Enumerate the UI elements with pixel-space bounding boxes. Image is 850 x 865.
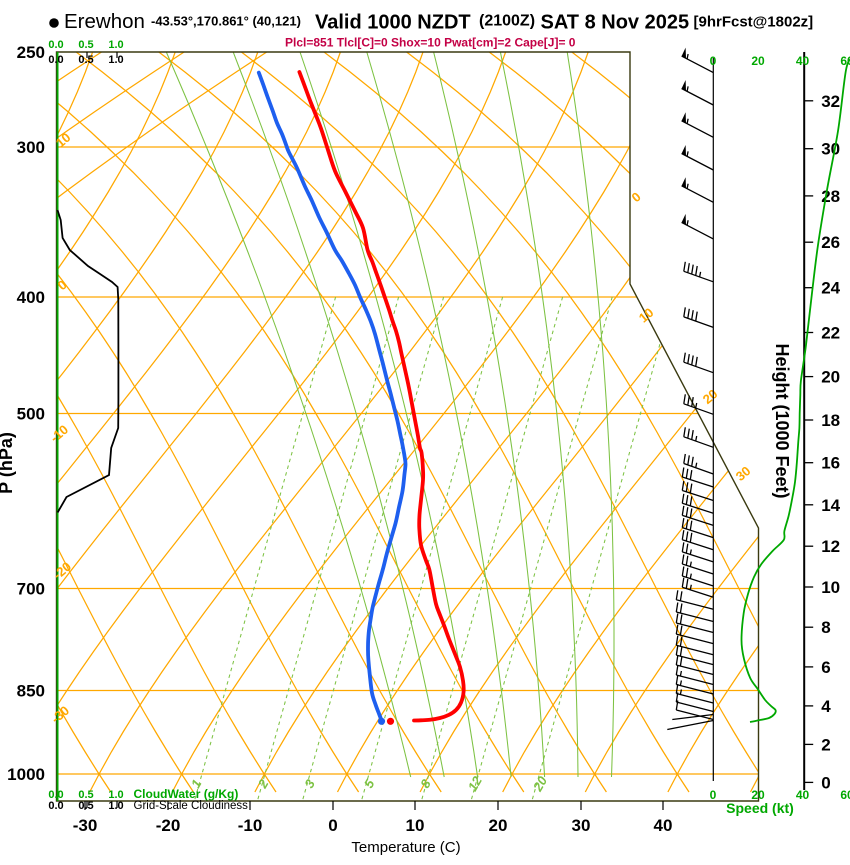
svg-text:Plcl=851 Tlcl[C]=0 Shox=10 Pwa: Plcl=851 Tlcl[C]=0 Shox=10 Pwat[cm]=2 Ca…	[285, 36, 576, 50]
svg-text:18: 18	[821, 411, 840, 430]
svg-text:0.5: 0.5	[78, 789, 93, 801]
svg-text:32: 32	[821, 92, 840, 111]
svg-text:500: 500	[17, 405, 45, 424]
svg-text:Erewhon: Erewhon	[64, 10, 145, 33]
svg-text:400: 400	[17, 288, 45, 307]
svg-text:[9hrFcst@1802z]: [9hrFcst@1802z]	[694, 14, 814, 31]
svg-text:0: 0	[328, 816, 337, 835]
svg-text:1.0: 1.0	[108, 39, 123, 51]
svg-text:300: 300	[17, 138, 45, 157]
svg-text:16: 16	[821, 454, 840, 473]
svg-text:-30: -30	[73, 816, 98, 835]
svg-text:0.5: 0.5	[78, 54, 93, 66]
svg-text:0.0: 0.0	[48, 800, 63, 812]
svg-text:10: 10	[821, 578, 840, 597]
svg-text:14: 14	[821, 496, 840, 515]
svg-text:Grid-Scale Cloudiness: Grid-Scale Cloudiness	[134, 800, 249, 812]
svg-text:40: 40	[654, 816, 673, 835]
svg-text:P (hPa): P (hPa)	[0, 432, 16, 494]
svg-text:0: 0	[710, 788, 717, 802]
svg-text:20: 20	[751, 54, 765, 68]
svg-text:-43.53°,170.861° (40,121): -43.53°,170.861° (40,121)	[151, 14, 301, 29]
svg-text:CloudWater (g/Kg): CloudWater (g/Kg)	[134, 787, 239, 801]
svg-text:0.5: 0.5	[78, 800, 93, 812]
svg-text:30: 30	[821, 140, 840, 159]
svg-text:8: 8	[821, 618, 830, 637]
svg-text:0.0: 0.0	[48, 39, 63, 51]
svg-text:-20: -20	[156, 816, 181, 835]
svg-text:12: 12	[821, 537, 840, 556]
svg-text:1.0: 1.0	[108, 789, 123, 801]
svg-text:0: 0	[821, 773, 830, 792]
svg-text:Height (1000 Feet): Height (1000 Feet)	[772, 343, 792, 498]
svg-text:1.0: 1.0	[108, 54, 123, 66]
svg-text:700: 700	[17, 580, 45, 599]
svg-text:0.0: 0.0	[48, 54, 63, 66]
svg-text:20: 20	[821, 368, 840, 387]
svg-text:40: 40	[796, 54, 810, 68]
svg-text:24: 24	[821, 279, 840, 298]
svg-text:0.5: 0.5	[78, 39, 93, 51]
svg-text:Valid 1000 NZDT: Valid 1000 NZDT	[315, 11, 471, 33]
svg-text:40: 40	[796, 788, 810, 802]
svg-text:850: 850	[17, 682, 45, 701]
svg-text:250: 250	[17, 43, 45, 62]
svg-text:20: 20	[751, 788, 765, 802]
svg-text:60: 60	[840, 788, 850, 802]
svg-text:1.0: 1.0	[108, 800, 123, 812]
svg-text:30: 30	[572, 816, 591, 835]
svg-text:22: 22	[821, 324, 840, 343]
svg-text:0.0: 0.0	[48, 789, 63, 801]
svg-text:Temperature (C): Temperature (C)	[351, 839, 460, 856]
svg-text:20: 20	[489, 816, 508, 835]
svg-text:6: 6	[821, 658, 830, 677]
svg-text:2: 2	[821, 735, 830, 754]
svg-text:26: 26	[821, 233, 840, 252]
svg-text:-10: -10	[238, 816, 263, 835]
svg-text:Speed (kt): Speed (kt)	[726, 800, 794, 816]
svg-text:(2100Z): (2100Z)	[479, 13, 535, 30]
svg-text:20: 20	[529, 773, 550, 795]
svg-text:1000: 1000	[7, 765, 45, 784]
svg-text:0: 0	[710, 54, 717, 68]
svg-text:SAT 8 Nov 2025: SAT 8 Nov 2025	[541, 11, 690, 33]
svg-text:60: 60	[840, 54, 850, 68]
svg-text:10: 10	[406, 816, 425, 835]
svg-text:4: 4	[821, 697, 831, 716]
